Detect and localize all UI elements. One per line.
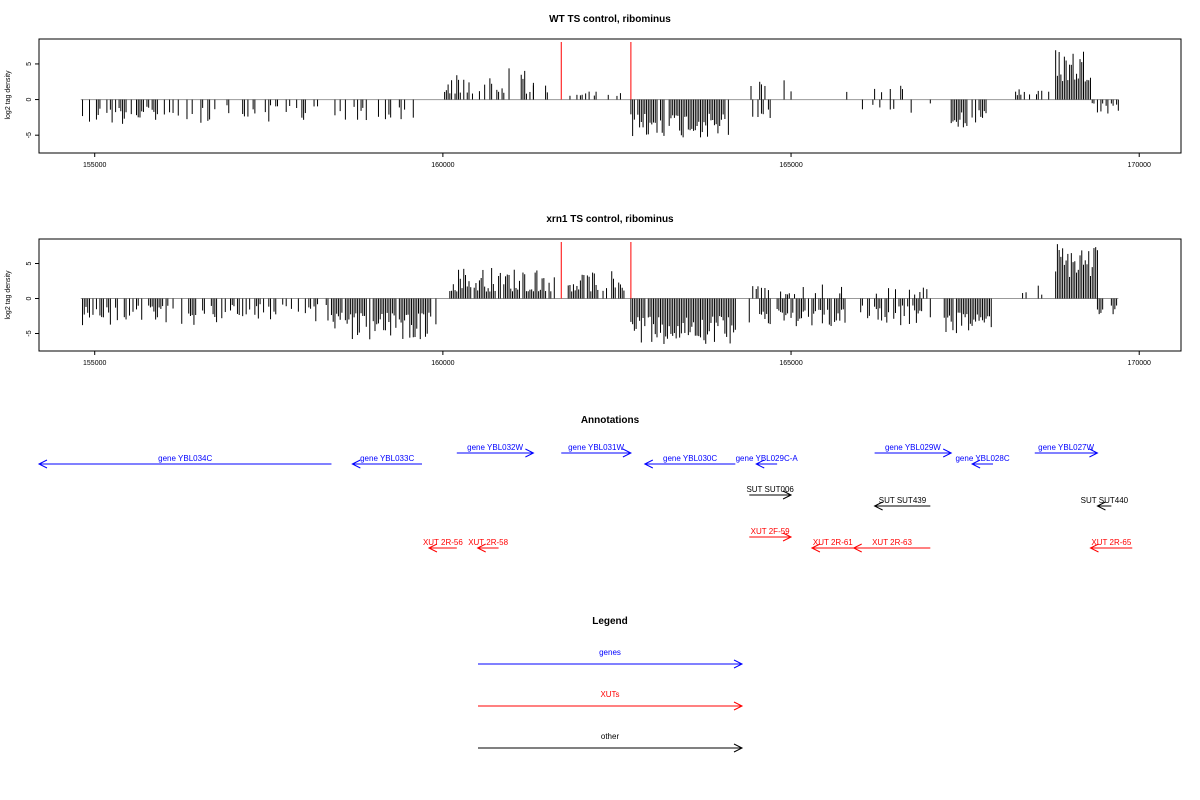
annotation-feature: gene YBL034C bbox=[37, 454, 332, 469]
feature-label: SUT SUT439 bbox=[879, 496, 927, 505]
arrowhead-icon bbox=[942, 448, 953, 458]
arrowhead-icon bbox=[643, 459, 654, 469]
feature-label: SUT SUT440 bbox=[1081, 496, 1129, 505]
annotation-feature: SUT SUT006 bbox=[746, 485, 794, 500]
legend-label: genes bbox=[599, 648, 621, 657]
legend-panel: Legend genes XUTs other bbox=[478, 616, 744, 753]
arrowhead-icon bbox=[476, 543, 486, 553]
annotation-feature: gene YBL029C-A bbox=[736, 454, 799, 469]
legend-item: XUTs bbox=[478, 690, 744, 711]
x-tick-label: 155000 bbox=[83, 360, 106, 367]
x-tick-label: 155000 bbox=[83, 162, 106, 169]
feature-label: gene YBL028C bbox=[955, 454, 1009, 463]
legend-label: other bbox=[601, 732, 620, 741]
arrowhead-icon bbox=[733, 659, 744, 669]
arrowhead-icon bbox=[873, 501, 883, 511]
legend-item: other bbox=[478, 732, 744, 753]
arrowhead-icon bbox=[852, 543, 862, 553]
arrowhead-icon bbox=[525, 448, 535, 458]
feature-label: XUT 2R-56 bbox=[423, 538, 463, 547]
feature-label: XUT 2R-65 bbox=[1091, 538, 1131, 547]
feature-label: XUT 2R-63 bbox=[872, 538, 912, 547]
arrowhead-icon bbox=[622, 448, 633, 458]
x-tick-label: 170000 bbox=[1128, 360, 1151, 367]
x-tick-label: 160000 bbox=[431, 162, 454, 169]
arrowhead-icon bbox=[733, 743, 744, 753]
feature-label: SUT SUT006 bbox=[746, 485, 794, 494]
track-panel-wt: WT TS control, ribominus log2 tag densit… bbox=[5, 14, 1182, 169]
arrowhead-icon bbox=[782, 490, 793, 500]
feature-label: XUT 2R-61 bbox=[813, 538, 853, 547]
x-tick-label: 170000 bbox=[1128, 162, 1151, 169]
arrowhead-icon bbox=[1096, 501, 1106, 511]
legend-label: XUTs bbox=[600, 690, 619, 699]
annotations-title: Annotations bbox=[581, 415, 640, 426]
annotation-feature: gene YBL032W bbox=[456, 443, 535, 458]
annotation-feature: SUT SUT440 bbox=[1081, 496, 1129, 511]
arrowhead-icon bbox=[755, 459, 765, 469]
y-axis-label-wt: log2 tag density bbox=[5, 70, 12, 120]
feature-label: gene YBL030C bbox=[663, 454, 717, 463]
legend-item: genes bbox=[478, 648, 744, 669]
arrowhead-icon bbox=[1089, 543, 1099, 553]
data-bars bbox=[82, 50, 1119, 138]
arrowhead-icon bbox=[782, 532, 793, 542]
feature-label: gene YBL029C-A bbox=[736, 454, 799, 463]
annotation-feature: XUT 2R-65 bbox=[1089, 538, 1133, 553]
annotation-feature: SUT SUT439 bbox=[873, 496, 931, 511]
annotation-feature: gene YBL033C bbox=[351, 454, 422, 469]
track-title-xrn1: xrn1 TS control, ribominus bbox=[546, 214, 674, 225]
annotation-feature: XUT 2R-61 bbox=[810, 538, 854, 553]
annotation-feature: gene YBL030C bbox=[643, 454, 736, 469]
feature-label: XUT 2F-59 bbox=[751, 527, 791, 536]
feature-label: gene YBL032W bbox=[467, 443, 523, 452]
y-tick-label: 5 bbox=[26, 62, 33, 66]
plot-frame bbox=[38, 38, 1182, 154]
y-tick-label: -5 bbox=[26, 330, 33, 336]
legend-title: Legend bbox=[592, 616, 628, 627]
arrowhead-icon bbox=[427, 543, 438, 553]
arrowhead-icon bbox=[970, 459, 981, 469]
annotation-feature: gene YBL028C bbox=[955, 454, 1010, 469]
annotation-feature: gene YBL027W bbox=[1034, 443, 1099, 458]
feature-label: gene YBL029W bbox=[885, 443, 941, 452]
arrowhead-icon bbox=[810, 543, 821, 553]
feature-label: gene YBL033C bbox=[360, 454, 414, 463]
annotation-feature: gene YBL031W bbox=[561, 443, 633, 458]
data-bars bbox=[82, 244, 1118, 344]
plot-frame bbox=[38, 238, 1182, 352]
y-tick-label: 5 bbox=[26, 261, 33, 265]
annotation-feature: XUT 2R-63 bbox=[852, 538, 931, 553]
feature-label: XUT 2R-58 bbox=[468, 538, 508, 547]
track-title-wt: WT TS control, ribominus bbox=[549, 14, 671, 25]
annotation-feature: XUT 2F-59 bbox=[749, 527, 793, 542]
arrowhead-icon bbox=[1089, 448, 1099, 458]
x-tick-label: 160000 bbox=[431, 360, 454, 367]
y-axis-label-xrn1: log2 tag density bbox=[5, 270, 12, 320]
annotation-feature: gene YBL029W bbox=[874, 443, 953, 458]
annotation-feature: XUT 2R-56 bbox=[423, 538, 463, 553]
x-tick-label: 165000 bbox=[779, 360, 802, 367]
y-tick-label: 0 bbox=[26, 98, 33, 102]
feature-label: gene YBL027W bbox=[1038, 443, 1094, 452]
arrowhead-icon bbox=[351, 459, 361, 469]
y-tick-label: 0 bbox=[26, 296, 33, 300]
feature-label: gene YBL031W bbox=[568, 443, 624, 452]
arrowhead-icon bbox=[733, 701, 744, 711]
annotations-panel: Annotations gene YBL034C gene YBL033C gene… bbox=[37, 415, 1133, 553]
track-panel-xrn1: xrn1 TS control, ribominus log2 tag dens… bbox=[5, 214, 1182, 367]
y-tick-label: -5 bbox=[26, 132, 33, 138]
arrowhead-icon bbox=[37, 459, 48, 469]
annotation-feature: XUT 2R-58 bbox=[468, 538, 509, 553]
feature-label: gene YBL034C bbox=[158, 454, 212, 463]
x-tick-label: 165000 bbox=[779, 162, 802, 169]
